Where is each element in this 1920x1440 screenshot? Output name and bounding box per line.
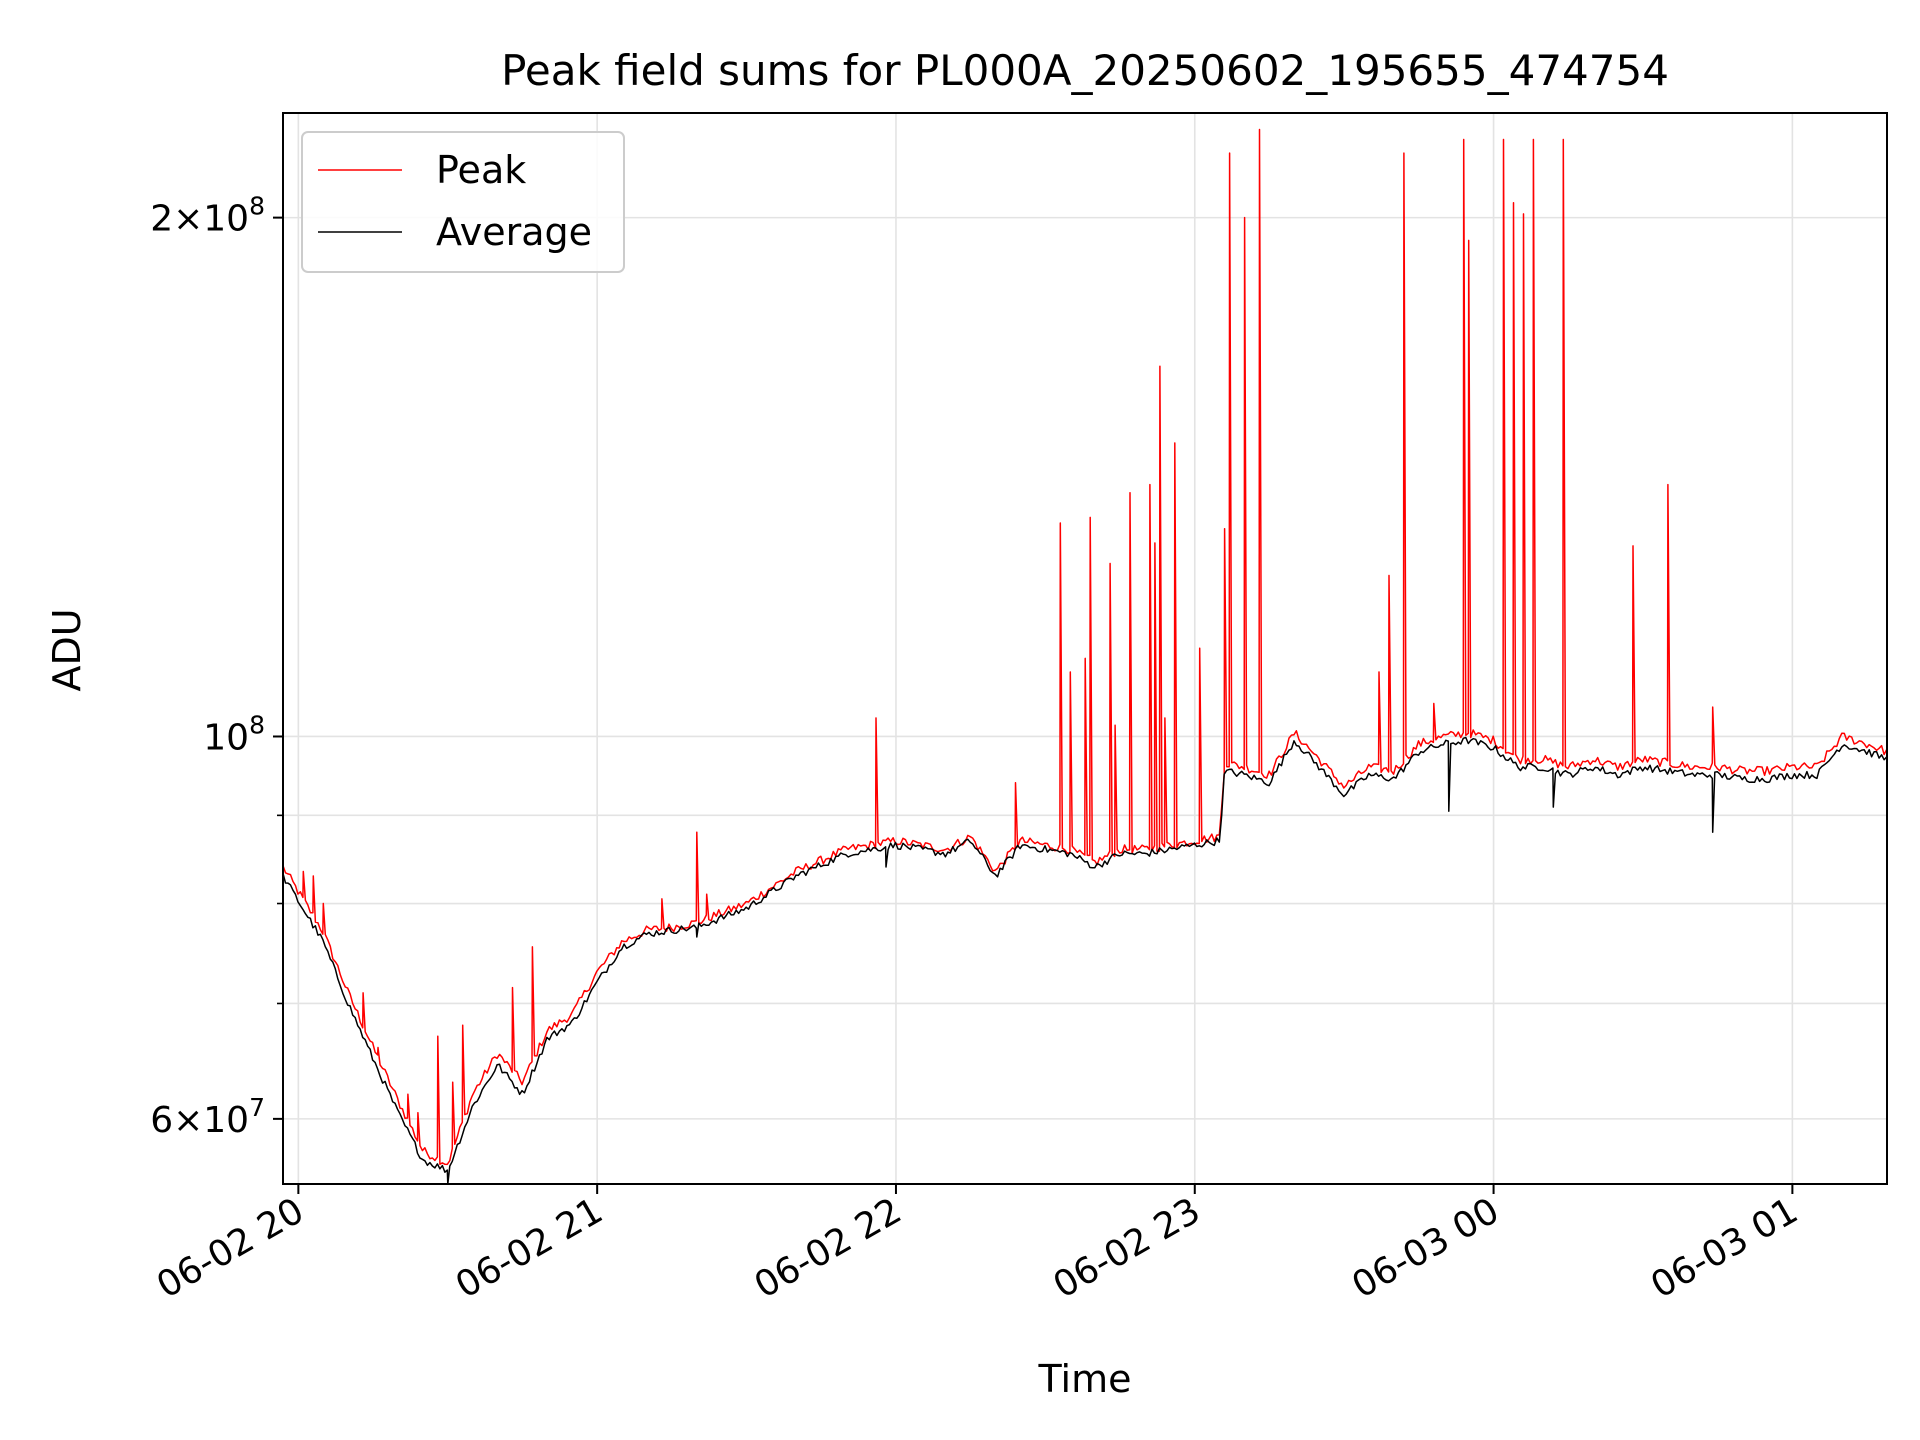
- legend-average-label: Average: [436, 210, 592, 254]
- peak-series-line: [282, 128, 1888, 1166]
- x-axis-label: Time: [1038, 1357, 1132, 1401]
- y-tick-label: 2×108: [150, 192, 265, 240]
- plot-area: [282, 128, 1888, 1185]
- chart-title: Peak field sums for PL000A_20250602_1956…: [501, 46, 1669, 95]
- axes-frame: [282, 112, 1888, 1185]
- average-series-line: [282, 736, 1888, 1185]
- y-axis: 6×107 108 2×108: [150, 192, 283, 1141]
- legend-peak-label: Peak: [436, 148, 526, 192]
- y-axis-label: ADU: [45, 608, 89, 691]
- legend-box: [301, 131, 625, 273]
- legend: Peak Average: [301, 131, 625, 273]
- y-tick-label: 108: [203, 710, 265, 758]
- y-tick-label: 6×107: [150, 1093, 265, 1141]
